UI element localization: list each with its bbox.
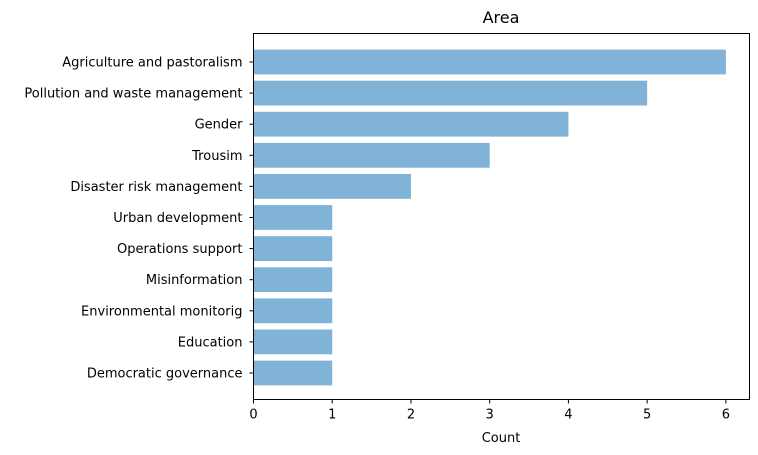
plot-area-frame bbox=[253, 33, 750, 400]
bar bbox=[253, 267, 333, 293]
bar bbox=[253, 111, 569, 137]
bar bbox=[253, 236, 333, 261]
bar bbox=[253, 329, 333, 355]
bar bbox=[253, 205, 333, 230]
y-tick-label: Democratic governance bbox=[87, 367, 243, 382]
y-axis-ticks: Agriculture and pastoralism Pollution and… bbox=[24, 56, 254, 382]
chart-title: Area bbox=[483, 8, 520, 27]
y-tick-label: Environmental monitorig bbox=[81, 304, 242, 319]
y-tick-label: Pollution and waste management bbox=[24, 87, 242, 102]
x-axis-ticks: 0 1 2 3 4 5 6 bbox=[249, 399, 730, 423]
y-tick-label: Gender bbox=[195, 118, 244, 133]
y-tick-label: Education bbox=[178, 335, 243, 350]
bar bbox=[253, 174, 411, 199]
bar bbox=[253, 360, 333, 386]
y-tick-label: Disaster risk management bbox=[70, 180, 242, 195]
x-tick-label: 5 bbox=[643, 408, 651, 423]
x-tick-label: 2 bbox=[407, 408, 415, 423]
x-tick-label: 1 bbox=[328, 408, 336, 423]
bar bbox=[253, 80, 648, 106]
y-tick-label: Trousim bbox=[191, 149, 242, 164]
y-tick-label: Operations support bbox=[117, 242, 243, 257]
x-axis-label: Count bbox=[482, 431, 521, 446]
bar bbox=[253, 49, 726, 75]
x-tick-label: 3 bbox=[486, 408, 494, 423]
x-tick-label: 6 bbox=[722, 408, 730, 423]
y-tick-label: Agriculture and pastoralism bbox=[62, 56, 242, 71]
bar bbox=[253, 142, 490, 168]
y-tick-label: Misinformation bbox=[146, 273, 243, 288]
x-tick-label: 0 bbox=[249, 408, 257, 423]
y-tick-label: Urban development bbox=[113, 211, 242, 226]
bar bbox=[253, 298, 333, 324]
x-tick-label: 4 bbox=[564, 408, 572, 423]
bars-group bbox=[253, 49, 726, 386]
